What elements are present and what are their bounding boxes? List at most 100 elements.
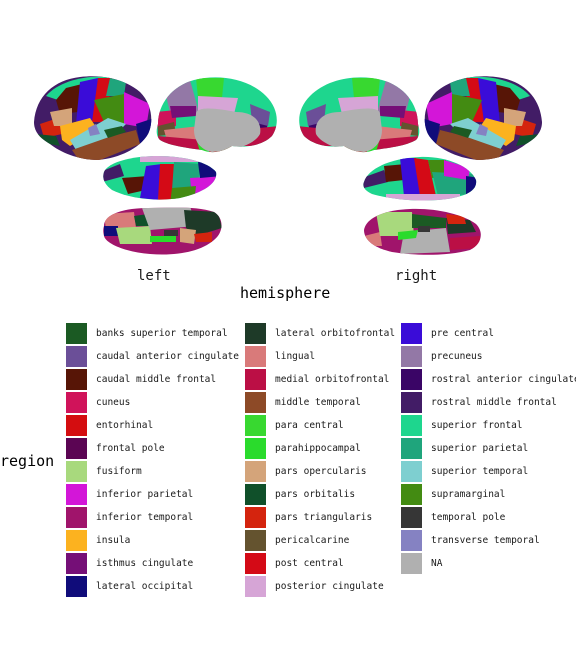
legend-item: fusiform <box>66 460 142 483</box>
legend-label: rostral anterior cingulate <box>431 374 576 385</box>
legend-swatch <box>66 507 87 528</box>
legend-label: medial orbitofrontal <box>275 374 390 385</box>
legend-item: post central <box>245 552 344 575</box>
legend-item: banks superior temporal <box>66 322 228 345</box>
legend-item: medial orbitofrontal <box>245 368 389 391</box>
legend-label: banks superior temporal <box>96 328 228 339</box>
legend-swatch <box>66 323 87 344</box>
legend-label: caudal anterior cingulate <box>96 351 239 362</box>
left-ventral-view <box>103 207 222 255</box>
legend-item: inferior temporal <box>66 506 193 529</box>
x-tick-label-right: right <box>395 268 438 284</box>
right-dorsal-view <box>363 156 477 201</box>
legend-item: caudal anterior cingulate <box>66 345 239 368</box>
legend-item: middle temporal <box>245 391 361 414</box>
legend-item: pericalcarine <box>245 529 349 552</box>
legend-swatch <box>245 576 266 597</box>
legend-label: posterior cingulate <box>275 581 384 592</box>
legend-label: temporal pole <box>431 512 506 523</box>
legend-label: isthmus cingulate <box>96 558 194 569</box>
legend-swatch <box>66 415 87 436</box>
right-ventral-view <box>364 208 481 255</box>
legend-item: rostral anterior cingulate <box>401 368 576 391</box>
legend-item: cuneus <box>66 391 130 414</box>
legend-swatch <box>401 484 422 505</box>
legend-swatch <box>245 415 266 436</box>
legend-swatch <box>245 369 266 390</box>
legend-swatch <box>245 553 266 574</box>
left-dorsal-view <box>103 156 217 200</box>
legend-label: rostral middle frontal <box>431 397 557 408</box>
legend-item: lateral orbitofrontal <box>245 322 395 345</box>
legend-label: pre central <box>431 328 494 339</box>
legend-item: superior temporal <box>401 460 528 483</box>
legend-swatch <box>401 530 422 551</box>
legend-swatch <box>66 576 87 597</box>
legend-item: isthmus cingulate <box>66 552 193 575</box>
legend-label: parahippocampal <box>275 443 361 454</box>
left-lateral-view <box>34 76 152 160</box>
legend-swatch <box>401 553 422 574</box>
legend-label: superior parietal <box>431 443 529 454</box>
legend-swatch <box>401 415 422 436</box>
legend-item: supramarginal <box>401 483 505 506</box>
legend-swatch <box>66 369 87 390</box>
legend-swatch <box>401 369 422 390</box>
legend-item: insula <box>66 529 130 552</box>
legend-swatch <box>66 438 87 459</box>
x-tick-label-left: left <box>137 268 171 284</box>
legend-label: superior temporal <box>431 466 529 477</box>
legend-swatch <box>245 438 266 459</box>
legend-item: lingual <box>245 345 315 368</box>
legend-swatch <box>401 346 422 367</box>
legend-item: inferior parietal <box>66 483 193 506</box>
x-axis-title: hemisphere <box>240 284 331 302</box>
legend-label: NA <box>431 558 443 569</box>
legend-swatch <box>245 507 266 528</box>
legend-swatch <box>245 484 266 505</box>
legend-label: supramarginal <box>431 489 506 500</box>
legend-label: pericalcarine <box>275 535 350 546</box>
legend-item: rostral middle frontal <box>401 391 557 414</box>
legend-label: frontal pole <box>96 443 165 454</box>
legend-label: entorhinal <box>96 420 154 431</box>
legend-swatch <box>66 530 87 551</box>
legend-label: pars orbitalis <box>275 489 356 500</box>
legend-item: pars triangularis <box>245 506 372 529</box>
legend-label: inferior temporal <box>96 512 194 523</box>
legend-item: temporal pole <box>401 506 505 529</box>
legend-label: fusiform <box>96 466 142 477</box>
legend-label: cuneus <box>96 397 131 408</box>
legend-swatch <box>401 323 422 344</box>
legend-label: post central <box>275 558 344 569</box>
legend-swatch <box>66 346 87 367</box>
legend-item: pars opercularis <box>245 460 367 483</box>
right-lateral-view <box>424 76 542 160</box>
legend-swatch <box>66 553 87 574</box>
legend-label: pars opercularis <box>275 466 367 477</box>
legend-label: inferior parietal <box>96 489 194 500</box>
legend-swatch <box>401 438 422 459</box>
left-medial-view <box>156 77 277 153</box>
legend-item: precuneus <box>401 345 482 368</box>
legend-item: posterior cingulate <box>245 575 384 598</box>
legend-item: superior parietal <box>401 437 528 460</box>
legend-label: lingual <box>275 351 316 362</box>
legend-swatch <box>401 507 422 528</box>
legend-swatch <box>401 392 422 413</box>
legend-item: parahippocampal <box>245 437 361 460</box>
right-medial-view <box>299 77 420 153</box>
legend-swatch <box>66 392 87 413</box>
legend-item: superior frontal <box>401 414 523 437</box>
legend-swatch <box>66 461 87 482</box>
legend-label: pars triangularis <box>275 512 373 523</box>
legend-label: middle temporal <box>275 397 361 408</box>
legend-item: caudal middle frontal <box>66 368 216 391</box>
legend-swatch <box>66 484 87 505</box>
legend-label: lateral occipital <box>96 581 194 592</box>
legend-item: frontal pole <box>66 437 165 460</box>
legend-swatch <box>245 392 266 413</box>
legend-item: transverse temporal <box>401 529 540 552</box>
legend-title: region <box>0 452 55 470</box>
legend-item: lateral occipital <box>66 575 193 598</box>
